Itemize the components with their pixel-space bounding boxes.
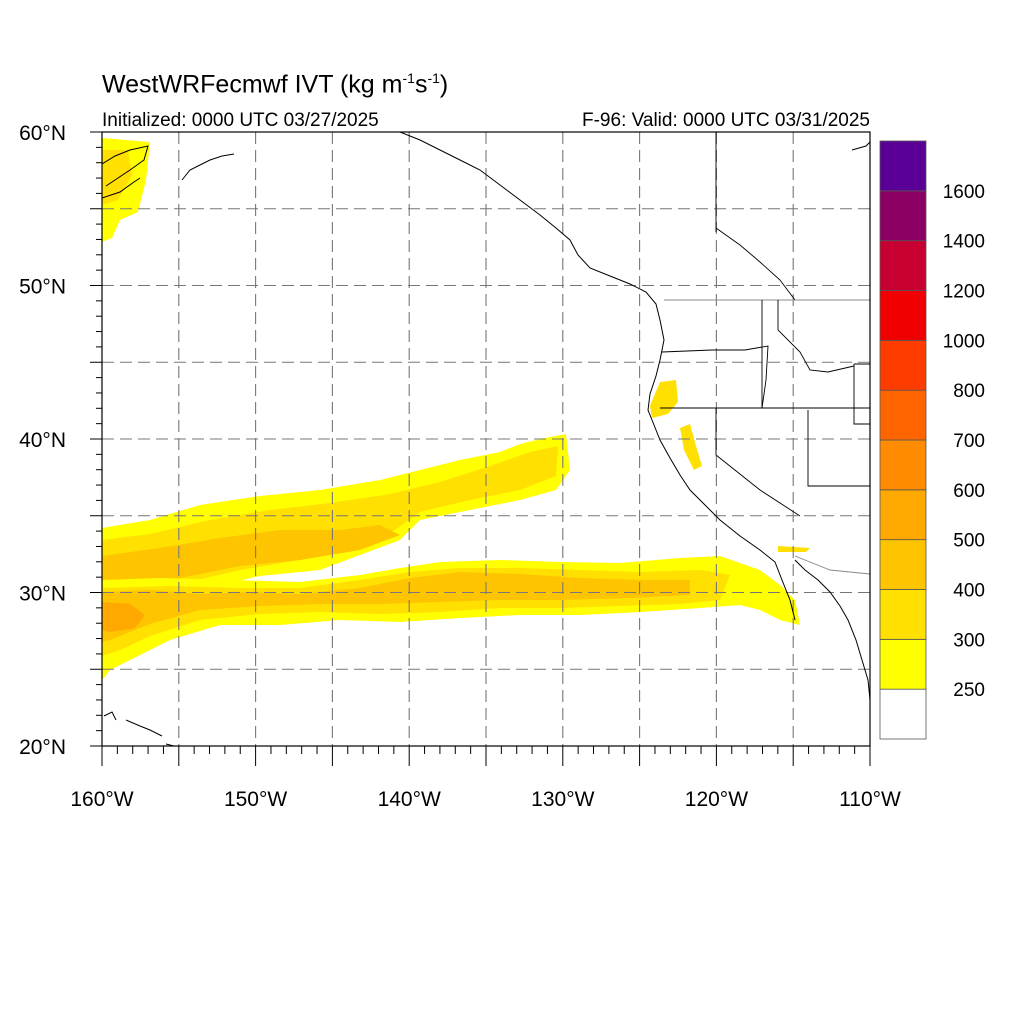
colorbar-swatch bbox=[879, 240, 927, 291]
lat-label: 60°N bbox=[19, 122, 66, 145]
ivt-region-alaska-inner bbox=[102, 150, 132, 205]
colorbar-swatch bbox=[879, 638, 927, 690]
lon-label: 120°W bbox=[685, 788, 748, 811]
colorbar-label: 300 bbox=[953, 630, 985, 651]
colorbar-label: 1600 bbox=[943, 182, 985, 203]
colorbar: 250 300 400 500 600 700 800 1000 1200 1400 1600 bbox=[879, 140, 985, 740]
colorbar-swatch bbox=[879, 589, 927, 640]
colorbar-label: 700 bbox=[953, 431, 985, 452]
colorbar-label: 400 bbox=[953, 581, 985, 602]
colorbar-label: 600 bbox=[953, 481, 985, 502]
colorbar-label: 1000 bbox=[943, 331, 985, 352]
colorbar-label: 500 bbox=[953, 531, 985, 552]
colorbar-swatch bbox=[879, 489, 927, 541]
lon-label: 110°W bbox=[839, 788, 901, 811]
initialized-label: Initialized: 0000 UTC 03/27/2025 bbox=[102, 110, 379, 131]
lon-axis-labels: 160°W 150°W 140°W 130°W 120°W 110°W bbox=[70, 788, 901, 811]
lat-label: 30°N bbox=[19, 583, 66, 606]
lon-label: 160°W bbox=[70, 788, 133, 811]
lon-label: 140°W bbox=[378, 788, 441, 811]
colorbar-swatch bbox=[879, 290, 927, 341]
colorbar-swatch bbox=[879, 688, 927, 740]
map-grid bbox=[102, 132, 870, 746]
title-sup-2: -1 bbox=[427, 70, 440, 86]
colorbar-swatch bbox=[879, 539, 927, 590]
axis-ticks bbox=[90, 131, 871, 766]
map-title: WestWRFecmwf IVT (kg m-1s-1) bbox=[102, 70, 448, 99]
ivt-region-south-plume-400 bbox=[102, 572, 690, 642]
lon-label: 150°W bbox=[224, 788, 287, 811]
valid-label: F-96: Valid: 0000 UTC 03/31/2025 bbox=[582, 110, 870, 131]
colorbar-swatch bbox=[879, 140, 927, 192]
colorbar-label: 800 bbox=[953, 381, 985, 402]
lat-axis-labels: 60°N 50°N 40°N 30°N 20°N bbox=[19, 122, 66, 759]
lat-label: 20°N bbox=[19, 736, 66, 759]
colorbar-swatch bbox=[879, 190, 927, 242]
ivt-region-california-2 bbox=[680, 424, 702, 470]
ivt-region-baja bbox=[778, 546, 810, 552]
ivt-region-south-plume-500 bbox=[102, 602, 145, 632]
colorbar-label: 250 bbox=[953, 680, 985, 701]
ivt-region-california-1 bbox=[650, 380, 678, 418]
lat-label: 40°N bbox=[19, 429, 66, 452]
coastlines bbox=[102, 132, 870, 746]
colorbar-swatch bbox=[879, 389, 927, 441]
title-mid: s bbox=[414, 70, 428, 99]
political-borders bbox=[660, 132, 870, 575]
title-end: ) bbox=[439, 70, 449, 99]
ivt-fill-layer bbox=[102, 138, 810, 680]
colorbar-swatch bbox=[879, 339, 927, 391]
title-sup-1: -1 bbox=[402, 70, 415, 86]
lon-label: 130°W bbox=[531, 788, 594, 811]
colorbar-label: 1400 bbox=[943, 232, 985, 253]
colorbar-label: 1200 bbox=[943, 282, 985, 303]
title-text: WestWRFecmwf IVT (kg m bbox=[102, 70, 403, 99]
colorbar-swatch bbox=[879, 439, 927, 491]
lat-label: 50°N bbox=[19, 276, 66, 299]
ivt-region-north-plume-400 bbox=[102, 525, 400, 590]
